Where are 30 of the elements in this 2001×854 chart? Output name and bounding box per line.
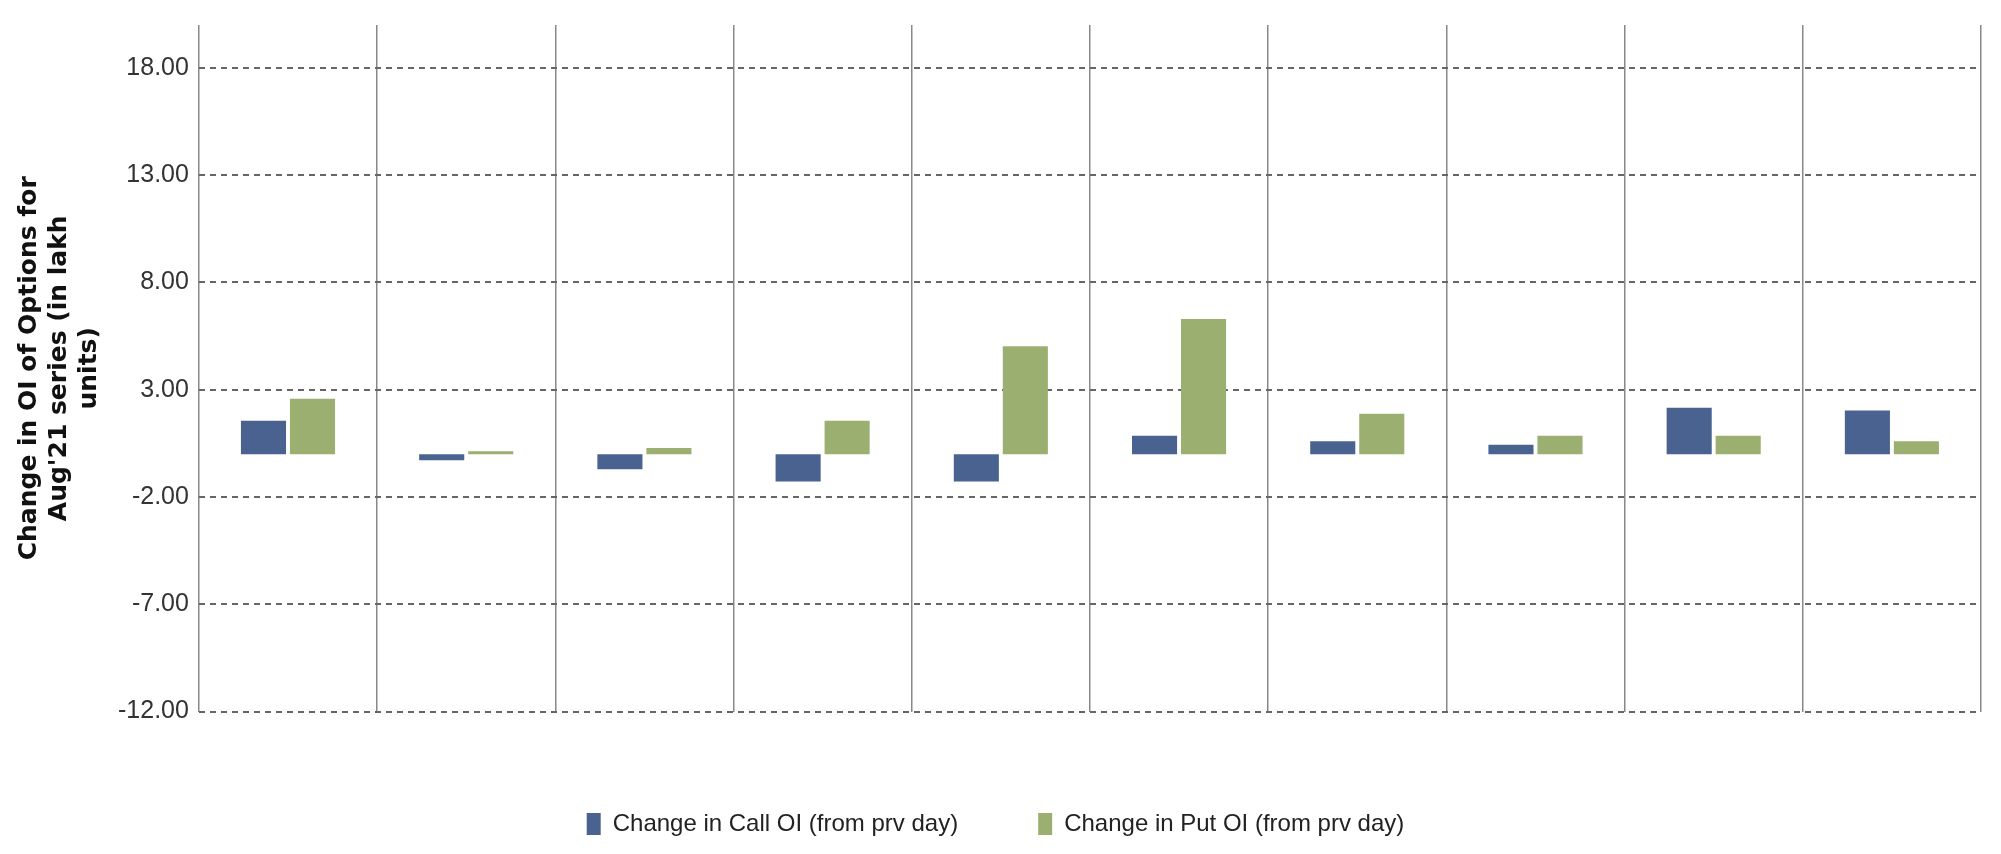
y-tick-label: 8.00 (140, 266, 189, 295)
bar (1181, 318, 1227, 455)
bar (1893, 441, 1939, 455)
bar (953, 454, 999, 482)
bar (646, 447, 692, 455)
bar (289, 398, 336, 455)
bar (419, 454, 465, 461)
y-tick-label: -7.00 (131, 588, 189, 617)
bar (1844, 410, 1890, 455)
bar (1359, 413, 1405, 455)
bar (1537, 435, 1583, 455)
bar (597, 454, 643, 470)
y-tick-label: 3.00 (140, 373, 189, 402)
bar (1002, 346, 1048, 455)
y-tick-label: -2.00 (131, 480, 189, 509)
bar (1666, 407, 1712, 455)
bar (468, 451, 514, 455)
y-tick-label: 13.00 (126, 159, 189, 188)
bar (824, 420, 870, 455)
legend-label: Change in Put OI (from prv day) (1064, 808, 1405, 836)
bar (1132, 435, 1178, 455)
bar (1715, 435, 1761, 455)
y-tick-label: 18.00 (126, 51, 189, 80)
bar (1488, 444, 1534, 455)
bar (1310, 441, 1356, 455)
y-axis-title: Change in OI of Options for Aug'21 series (in lakh units) (12, 175, 102, 561)
y-tick-label: -12.00 (118, 695, 189, 724)
legend-label: Change in Call OI (from prv day) (612, 808, 959, 836)
bar (240, 420, 287, 455)
bar (775, 454, 821, 482)
